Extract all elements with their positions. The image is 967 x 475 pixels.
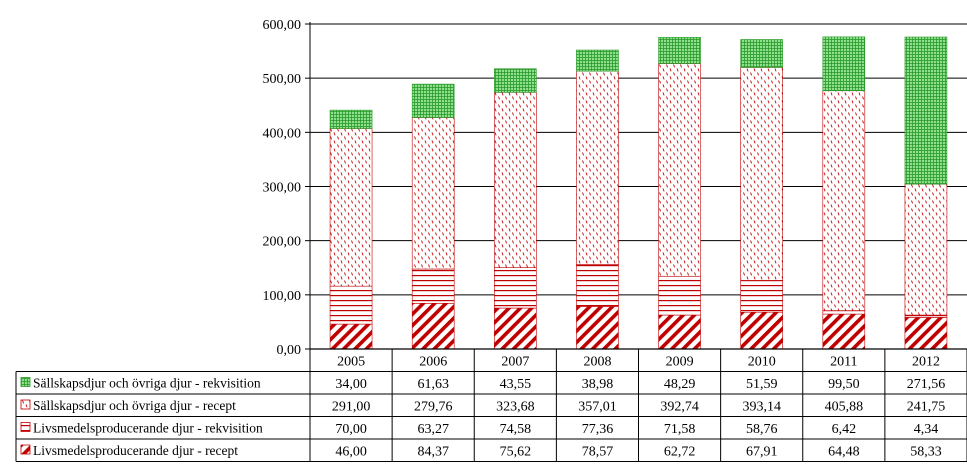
data-table-value: 58,76 xyxy=(746,422,778,437)
bar-segment xyxy=(822,36,866,92)
x-category-label: 2006 xyxy=(419,355,447,370)
bar-segment xyxy=(329,323,373,350)
bar-segment xyxy=(411,83,455,118)
bar-segment xyxy=(494,92,537,268)
y-tick-label: 500,00 xyxy=(263,72,302,87)
bar-segment xyxy=(329,128,373,287)
bar-segment xyxy=(576,70,619,265)
data-table-value: 77,36 xyxy=(582,422,614,437)
y-tick-label: 400,00 xyxy=(263,126,302,141)
data-table-value: 357,01 xyxy=(578,400,617,415)
legend-label: Sällskapsdjur och övriga djur - rekvisit… xyxy=(33,376,261,391)
bar-segment xyxy=(494,68,537,93)
data-table-value: 75,62 xyxy=(500,445,532,460)
data-table-value: 279,76 xyxy=(414,400,453,415)
data-table-value: 71,58 xyxy=(664,422,696,437)
data-table-value: 46,00 xyxy=(335,445,367,460)
y-tick-label: 0,00 xyxy=(277,343,302,358)
bar-segment xyxy=(411,117,455,270)
data-table-value: 271,56 xyxy=(907,377,946,392)
data-table-value: 291,00 xyxy=(332,400,371,415)
bar-segment xyxy=(658,37,701,64)
x-category-label: 2008 xyxy=(583,355,611,370)
x-category-label: 2009 xyxy=(666,355,694,370)
data-table: 2005 2006 2007 2008 2009 2010 2011 2012 Sällskap… xyxy=(15,348,967,462)
data-table-value: 78,57 xyxy=(582,445,614,460)
data-table-value: 392,74 xyxy=(660,400,699,415)
data-table-value: 405,88 xyxy=(825,400,864,415)
gridlines xyxy=(310,23,967,296)
bar-segment xyxy=(494,307,537,350)
data-table-value: 63,27 xyxy=(417,422,449,437)
bar-segment xyxy=(494,267,537,309)
y-tick-label: 600,00 xyxy=(263,18,302,33)
data-table-value: 64,48 xyxy=(828,445,860,460)
data-table-value: 61,63 xyxy=(417,377,449,392)
bar-segment xyxy=(576,264,619,307)
bar-segment xyxy=(658,314,701,350)
bar-segment xyxy=(740,39,783,68)
x-category-label: 2011 xyxy=(830,355,857,370)
bar-segment xyxy=(411,268,455,304)
bar-segment xyxy=(904,317,948,350)
legend-label: Livsmedelsproducerande djur - recept xyxy=(33,443,238,458)
bar-segment xyxy=(740,280,783,313)
bar-segment xyxy=(329,285,373,325)
bar-segment xyxy=(576,49,619,72)
x-category-label: 2005 xyxy=(337,355,365,370)
x-category-label: 2010 xyxy=(748,355,776,370)
bar-segment xyxy=(822,313,866,350)
data-table-value: 74,58 xyxy=(500,422,532,437)
data-table-value: 6,42 xyxy=(832,422,857,437)
bar-segment xyxy=(822,310,866,315)
data-table-value: 38,98 xyxy=(582,377,614,392)
bar-segment xyxy=(329,109,373,129)
data-table-value: 51,59 xyxy=(746,377,778,392)
y-axis-ticks: 0,00 100,00 200,00 300,00 400,00 500,00 600,00 xyxy=(263,18,310,358)
legend-swatch xyxy=(20,377,31,387)
bars xyxy=(329,36,948,350)
data-table-value: 99,50 xyxy=(828,377,860,392)
data-table-value: 58,33 xyxy=(910,445,942,460)
bar-segment xyxy=(904,36,948,185)
data-table-value: 393,14 xyxy=(742,400,781,415)
data-table-value: 241,75 xyxy=(907,400,946,415)
data-table-value: 67,91 xyxy=(746,445,778,460)
bar-segment xyxy=(904,183,948,316)
data-table-value: 48,29 xyxy=(664,377,696,392)
data-table-value: 323,68 xyxy=(496,400,535,415)
bar-segment xyxy=(822,90,866,311)
bar-segment xyxy=(658,63,701,277)
bar-segment xyxy=(740,311,783,350)
legend-swatch xyxy=(20,399,31,410)
y-tick-label: 200,00 xyxy=(263,235,302,250)
data-table-value: 4,34 xyxy=(914,422,939,437)
data-table-value: 70,00 xyxy=(335,422,367,437)
data-table-value: 84,37 xyxy=(417,445,449,460)
legend-swatch xyxy=(20,444,31,455)
bar-segment xyxy=(576,306,619,350)
legend-label: Livsmedelsproducerande djur - rekvisitio… xyxy=(33,421,263,436)
data-table-value: 62,72 xyxy=(664,445,696,460)
data-table-value: 34,00 xyxy=(335,377,367,392)
y-tick-label: 100,00 xyxy=(263,289,302,304)
bar-segment xyxy=(740,67,783,281)
x-category-label: 2007 xyxy=(501,355,529,370)
bar-segment xyxy=(904,314,948,318)
bar-segment xyxy=(658,275,701,316)
bar-segment xyxy=(411,302,455,350)
legend-swatch xyxy=(20,422,31,432)
data-table-value: 43,55 xyxy=(500,377,532,392)
y-tick-label: 300,00 xyxy=(263,181,302,196)
x-category-label: 2012 xyxy=(912,355,940,370)
legend-label: Sällskapsdjur och övriga djur - recept xyxy=(33,398,236,413)
